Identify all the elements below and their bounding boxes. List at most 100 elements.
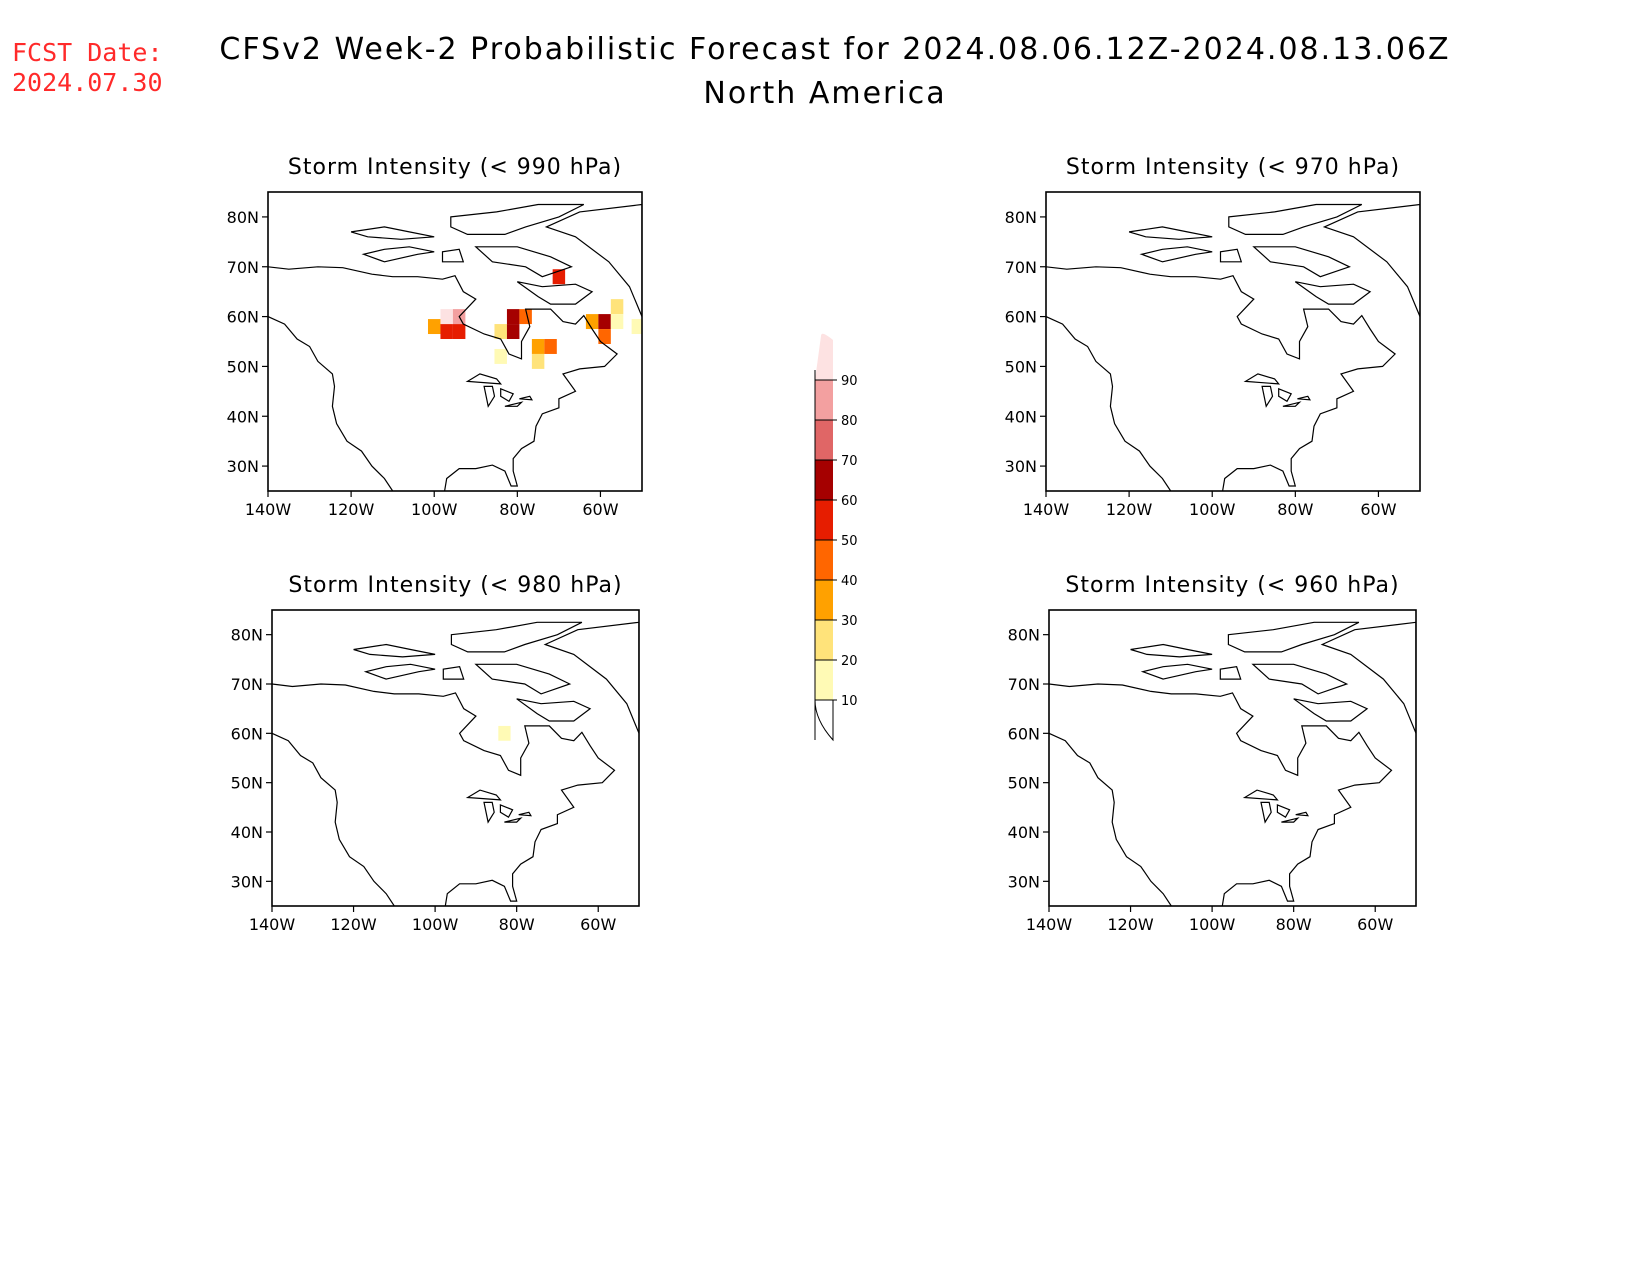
great-lake-outline [1295, 811, 1310, 817]
coastline-west [1049, 732, 1172, 906]
y-tick-label: 80N [1005, 208, 1037, 227]
x-tick-label: 100W [411, 500, 458, 519]
colorbar-label: 30 [841, 614, 858, 629]
coastline-west [268, 316, 394, 491]
great-lake-outline [465, 789, 502, 801]
y-tick-label: 40N [227, 407, 259, 426]
colorbar-label: 70 [841, 454, 858, 469]
arctic-island-outline [1294, 281, 1372, 305]
probability-cell [440, 324, 453, 340]
colorbar-swatch [815, 580, 833, 620]
y-tick-label: 50N [1005, 357, 1037, 376]
great-lake-outline [519, 395, 534, 401]
coastline-east [1049, 683, 1393, 906]
arctic-island-outline [1228, 203, 1363, 235]
colorbar-swatch [815, 333, 833, 380]
x-tick-label: 140W [245, 500, 292, 519]
arctic-island-outline [353, 643, 436, 658]
x-tick-label: 80W [499, 500, 535, 519]
probability-cell [494, 348, 507, 364]
y-tick-label: 40N [1008, 823, 1040, 842]
coastline-west [1046, 316, 1172, 491]
forecast-date-label: FCST Date: [12, 38, 163, 67]
great-lake-outline [504, 817, 523, 823]
greenland-outline [1320, 621, 1416, 734]
colorbar: 10 20 30 40 50 60 70 80 90 [814, 333, 858, 742]
y-tick-label: 80N [231, 626, 263, 645]
probability-cell [552, 269, 566, 285]
arctic-island-outline [474, 246, 573, 278]
coastline-west [272, 732, 395, 906]
probability-cell [544, 339, 557, 354]
y-tick-label: 60N [227, 308, 259, 327]
colorbar-label: 50 [841, 534, 858, 549]
x-tick-label: 140W [1026, 915, 1073, 934]
figure-title: CFSv2 Week-2 Probabilistic Forecast for … [219, 32, 1451, 67]
y-tick-label: 30N [227, 457, 259, 476]
x-tick-label: 140W [1023, 500, 1070, 519]
y-tick-label: 60N [1008, 724, 1040, 743]
greenland-outline [543, 621, 639, 734]
great-lake-outline [504, 401, 524, 407]
x-tick-label: 100W [1189, 915, 1236, 934]
x-tick-label: 60W [1357, 915, 1393, 934]
x-tick-label: 80W [1276, 915, 1312, 934]
y-tick-label: 70N [227, 258, 259, 277]
colorbar-swatch [815, 620, 833, 660]
colorbar-label: 40 [841, 574, 858, 589]
arctic-island-outline [1219, 248, 1243, 263]
map-panel-p980: Storm Intensity (< 980 hPa) 140W 120W 100W 8… [231, 573, 640, 934]
probability-cell [452, 324, 466, 340]
probability-cell [585, 314, 599, 330]
probability-cell [610, 299, 624, 315]
great-lake-outline [483, 801, 495, 824]
arctic-island-outline [1130, 643, 1213, 658]
probability-cell [498, 725, 511, 741]
coastline-east [272, 683, 616, 906]
x-tick-label: 80W [499, 915, 535, 934]
great-lake-outline [1281, 817, 1300, 823]
great-lake-outline [1297, 395, 1312, 401]
y-tick-label: 80N [227, 208, 259, 227]
probability-cell [427, 319, 441, 335]
probability-cell [610, 314, 624, 330]
greenland-outline [544, 203, 642, 317]
y-tick-label: 80N [1008, 626, 1040, 645]
arctic-island-outline [474, 663, 572, 695]
figure-subtitle: North America [703, 76, 947, 111]
great-lake-outline [465, 373, 503, 385]
great-lake-outline [500, 387, 515, 403]
arctic-island-outline [363, 663, 436, 680]
arctic-island-outline [1128, 226, 1213, 240]
map-panel-p990: Storm Intensity (< 990 hPa) 140W 120W 100W 8… [227, 155, 643, 519]
arctic-island-outline [442, 666, 465, 680]
colorbar-swatch [815, 420, 833, 460]
probability-cell [631, 319, 642, 335]
great-lake-outline [499, 804, 514, 819]
y-tick-label: 30N [1008, 872, 1040, 891]
y-tick-label: 50N [231, 774, 263, 793]
y-tick-label: 70N [231, 675, 263, 694]
arctic-island-outline [1293, 698, 1369, 722]
colorbar-label: 10 [841, 694, 858, 709]
y-tick-label: 30N [231, 872, 263, 891]
arctic-island-outline [1139, 246, 1213, 263]
great-lake-outline [1243, 373, 1281, 385]
probability-cell [494, 324, 507, 340]
colorbar-swatch [815, 460, 833, 500]
arctic-island-outline [1227, 621, 1360, 653]
x-tick-label: 120W [330, 915, 377, 934]
panel-title: Storm Intensity (< 990 hPa) [288, 155, 622, 180]
y-tick-label: 60N [1005, 308, 1037, 327]
probability-cell [440, 309, 453, 325]
great-lake-outline [1260, 801, 1272, 824]
arctic-island-outline [450, 203, 585, 235]
coastline-east [268, 266, 619, 491]
y-tick-label: 50N [1008, 774, 1040, 793]
panel-title: Storm Intensity (< 980 hPa) [288, 573, 622, 598]
x-tick-label: 120W [328, 500, 375, 519]
y-tick-label: 40N [231, 823, 263, 842]
great-lake-outline [518, 811, 533, 817]
arctic-island-outline [1140, 663, 1213, 680]
